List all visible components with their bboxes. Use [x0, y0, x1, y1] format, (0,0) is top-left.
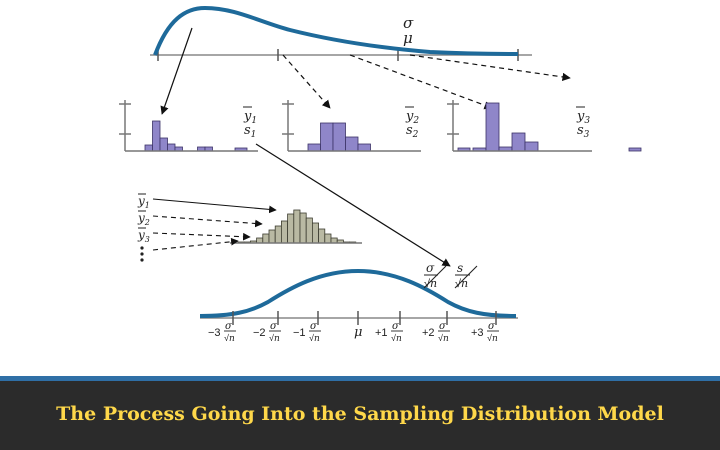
model-tick-label: +2 σ√n	[422, 321, 450, 344]
means-bar	[311, 222, 319, 244]
means-bar	[318, 228, 326, 244]
means-bar	[262, 233, 270, 244]
arrow-mean-3	[152, 232, 251, 241]
svg-text:−2: −2	[253, 327, 266, 339]
sample-2-sd-label: s2	[406, 123, 419, 140]
svg-text:σ: σ	[310, 321, 318, 332]
arrow-to-more-samples	[409, 54, 571, 82]
ellipsis-dot	[140, 252, 144, 256]
sample-2-bar	[332, 122, 346, 152]
caption-bar: The Process Going Into the Sampling Dist…	[0, 376, 720, 450]
svg-text:√n: √n	[455, 277, 468, 290]
arrow-to-sampling-model	[255, 143, 451, 267]
svg-text:s: s	[457, 261, 463, 275]
svg-text:√n: √n	[391, 333, 402, 344]
svg-text:σ: σ	[270, 321, 278, 332]
sample-1-bar	[144, 144, 153, 152]
arrow-to-sample-1	[160, 27, 193, 115]
sample-3-bar	[628, 147, 642, 152]
sample-2-bar	[345, 136, 359, 152]
model-tick-label: +3 σ√n	[471, 321, 499, 344]
means-bar	[274, 225, 282, 244]
sample-3-mean-label: y3	[576, 109, 590, 126]
svg-text:√n: √n	[424, 277, 437, 290]
population-mu-label: μ	[403, 29, 413, 47]
means-bar	[280, 220, 288, 244]
sample-3-bar	[485, 102, 500, 152]
ellipsis-dot	[140, 258, 144, 262]
sample-3-bar	[511, 132, 526, 152]
sample-1-bar	[159, 137, 168, 152]
svg-text:−3: −3	[208, 327, 221, 339]
svg-text:+3: +3	[471, 327, 484, 339]
arrow-mean-more	[152, 237, 239, 251]
sample-2-bar	[357, 143, 371, 152]
svg-text:+2: +2	[422, 327, 435, 339]
means-bar	[324, 233, 332, 244]
mean-label-1: y1	[137, 194, 150, 210]
means-bar	[299, 212, 307, 244]
svg-text:σ: σ	[426, 261, 435, 275]
mean-label-3: y3	[137, 228, 150, 244]
sample-1-mean-label: y1	[243, 109, 257, 126]
population-sigma-label: σ	[403, 14, 414, 32]
sample-3-bar	[524, 141, 539, 152]
model-ticks: −3σ√n −2σ√n −1σ√n μ +1σ√n +2σ√n +3σ√n	[208, 311, 499, 344]
sample-2-bar	[320, 122, 334, 152]
sample-histogram-3: y3 s3	[447, 100, 642, 152]
svg-text:√n: √n	[487, 333, 498, 344]
means-bar	[293, 209, 301, 244]
model-tick-label: −2 σ√n	[253, 321, 281, 344]
means-histogram: y1 y2 y3	[137, 193, 362, 262]
svg-text:√n: √n	[309, 333, 320, 344]
arrow-to-sample-2	[282, 54, 331, 109]
mean-label-2: y2	[137, 211, 150, 227]
svg-text:σ: σ	[488, 321, 496, 332]
arrow-mean-2	[152, 215, 263, 228]
svg-text:σ: σ	[439, 321, 447, 332]
svg-text:σ: σ	[392, 321, 400, 332]
sample-3-bars	[472, 102, 642, 152]
model-sd-label-s: s √n	[454, 261, 478, 290]
population-curve	[153, 5, 519, 56]
svg-text:√n: √n	[224, 333, 235, 344]
sampling-distribution-model: −3σ√n −2σ√n −1σ√n μ +1σ√n +2σ√n +3σ√n σ √n s √…	[199, 261, 518, 344]
arrow-to-sample-3	[349, 54, 493, 110]
model-sd-label-sigma: σ √n	[423, 261, 447, 290]
means-bar	[268, 229, 276, 244]
sample-1-bar	[167, 143, 176, 152]
svg-text:√n: √n	[438, 333, 449, 344]
sample-histogram-1: y1 s1	[119, 100, 258, 152]
sample-1-bar	[152, 120, 161, 152]
model-tick-label: +1 σ√n	[375, 321, 403, 344]
means-bar	[287, 213, 295, 244]
ellipsis-dot	[140, 246, 144, 250]
model-curve	[199, 268, 517, 318]
svg-text:−1: −1	[293, 327, 306, 339]
sample-histogram-2: y2 s2	[282, 100, 471, 152]
svg-text:σ: σ	[225, 321, 233, 332]
slide-caption: The Process Going Into the Sampling Dist…	[56, 403, 664, 425]
sample-2-mean-label: y2	[405, 109, 419, 126]
model-tick-label: −3 σ√n	[208, 321, 236, 344]
means-bar	[305, 217, 313, 244]
sample-3-sd-label: s3	[577, 123, 590, 140]
svg-text:√n: √n	[269, 333, 280, 344]
model-tick-label-mu: μ	[354, 325, 362, 340]
sample-1-bars	[144, 120, 248, 152]
sampling-arrows	[160, 27, 571, 115]
sample-1-sd-label: s1	[244, 123, 256, 140]
sample-2-bar	[307, 143, 321, 152]
arrow-mean-1	[152, 198, 277, 214]
sample-2-bars	[307, 122, 471, 152]
model-tick-label: −1 σ√n	[293, 321, 321, 344]
svg-text:+1: +1	[375, 327, 388, 339]
population-distribution: σ μ	[150, 5, 532, 61]
means-bars	[237, 209, 357, 244]
